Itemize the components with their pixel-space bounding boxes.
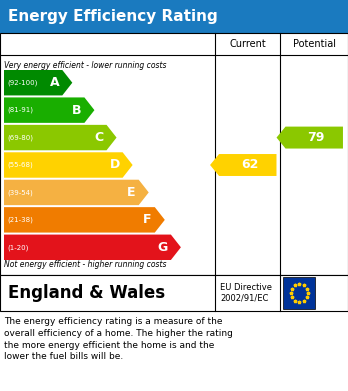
Text: Energy Efficiency Rating: Energy Efficiency Rating xyxy=(8,9,218,24)
Polygon shape xyxy=(4,97,94,123)
Text: Potential: Potential xyxy=(293,39,336,49)
Text: (81-91): (81-91) xyxy=(7,107,33,113)
Bar xyxy=(0,275,348,311)
Text: (69-80): (69-80) xyxy=(7,135,33,141)
Text: (21-38): (21-38) xyxy=(7,217,33,223)
Polygon shape xyxy=(210,154,277,176)
Polygon shape xyxy=(4,70,72,95)
Text: Current: Current xyxy=(229,39,266,49)
Text: D: D xyxy=(109,158,120,172)
Text: (92-100): (92-100) xyxy=(7,79,37,86)
Text: 79: 79 xyxy=(308,131,325,144)
Text: F: F xyxy=(143,213,152,226)
Bar xyxy=(284,277,316,309)
Text: (1-20): (1-20) xyxy=(7,244,29,251)
Text: A: A xyxy=(50,76,59,89)
Text: 62: 62 xyxy=(241,158,259,172)
Bar xyxy=(0,33,348,275)
Text: Not energy efficient - higher running costs: Not energy efficient - higher running co… xyxy=(4,260,166,269)
Text: B: B xyxy=(72,104,81,117)
Polygon shape xyxy=(4,152,133,178)
Polygon shape xyxy=(4,207,165,233)
Polygon shape xyxy=(4,125,117,150)
Text: C: C xyxy=(94,131,104,144)
Text: E: E xyxy=(127,186,136,199)
Text: EU Directive: EU Directive xyxy=(220,283,272,292)
Text: G: G xyxy=(158,241,168,254)
Text: Very energy efficient - lower running costs: Very energy efficient - lower running co… xyxy=(4,61,166,70)
Polygon shape xyxy=(277,127,343,149)
Text: (39-54): (39-54) xyxy=(7,189,33,196)
Text: (55-68): (55-68) xyxy=(7,162,33,168)
Text: England & Wales: England & Wales xyxy=(8,284,165,302)
Bar xyxy=(0,0,348,33)
Text: The energy efficiency rating is a measure of the
overall efficiency of a home. T: The energy efficiency rating is a measur… xyxy=(4,317,233,361)
Polygon shape xyxy=(4,235,181,260)
Text: 2002/91/EC: 2002/91/EC xyxy=(220,294,268,303)
Polygon shape xyxy=(4,180,149,205)
